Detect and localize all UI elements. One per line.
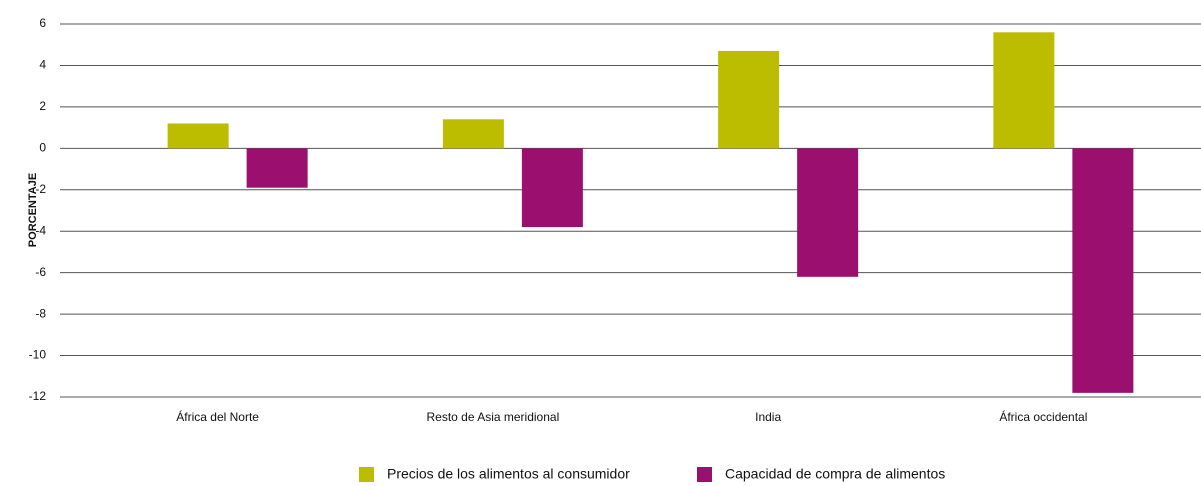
y-tick-label: -12	[29, 389, 47, 403]
bar	[718, 50, 780, 149]
bar	[246, 148, 308, 188]
x-tick-label: India	[755, 410, 781, 424]
x-tick-label: Resto de Asia meridional	[427, 410, 560, 424]
y-axis-label: PORCENTAJE	[27, 173, 39, 247]
y-tick-label: -10	[29, 348, 47, 362]
y-tick-label: 4	[39, 58, 46, 72]
bar	[993, 32, 1055, 149]
legend-swatch	[697, 467, 712, 482]
y-tick-label: 0	[39, 141, 46, 155]
y-tick-label: -2	[35, 182, 46, 196]
bar	[797, 148, 859, 277]
legend-swatch	[359, 467, 374, 482]
bar	[1072, 148, 1134, 393]
bar	[521, 148, 583, 228]
legend-label: Precios de los alimentos al consumidor	[387, 466, 630, 482]
bar	[442, 119, 504, 149]
y-tick-label: 2	[39, 99, 46, 113]
bar	[167, 123, 229, 149]
x-tick-label: África occidental	[999, 409, 1087, 424]
y-tick-label: -8	[35, 306, 46, 320]
y-tick-label: -4	[35, 223, 46, 237]
legend-label: Capacidad de compra de alimentos	[725, 466, 945, 482]
y-tick-label: -6	[35, 265, 46, 279]
x-tick-label: África del Norte	[176, 409, 259, 424]
y-tick-label: 6	[39, 16, 46, 30]
